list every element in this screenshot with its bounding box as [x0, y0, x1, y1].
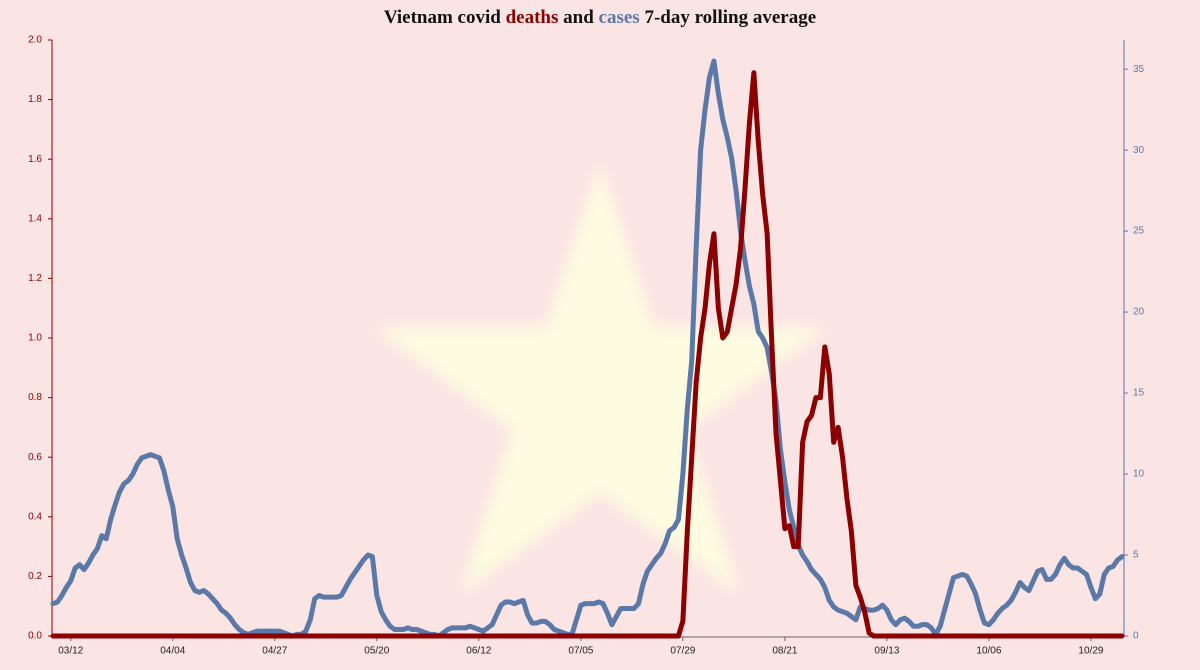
- y2-tick-label: 5: [1133, 550, 1139, 561]
- y-tick-label: 0.8: [28, 392, 42, 403]
- x-tick-label: 09/13: [874, 646, 899, 657]
- series-line: [50, 58, 1125, 639]
- y2-tick-label: 30: [1133, 145, 1145, 156]
- title-text: 7-day rolling average: [644, 7, 816, 28]
- y2-tick-label: 35: [1133, 64, 1145, 75]
- x-tick-label: 05/20: [364, 646, 389, 657]
- y2-tick-label: 10: [1133, 469, 1145, 480]
- y2-tick-label: 20: [1133, 307, 1145, 318]
- y2-tick-label: 0: [1133, 631, 1139, 642]
- y-tick-label: 0.2: [28, 571, 42, 582]
- x-tick-label: 04/27: [262, 646, 287, 657]
- x-tick-label: 10/06: [976, 646, 1001, 657]
- y-tick-label: 1.2: [28, 273, 42, 284]
- x-tick-label: 06/12: [466, 646, 491, 657]
- chart-title: Vietnam covid deaths and cases 7-day rol…: [384, 7, 816, 28]
- x-tick-label: 07/05: [568, 646, 593, 657]
- y-tick-label: 1.6: [28, 154, 42, 165]
- x-tick-label: 04/04: [160, 646, 185, 657]
- y-tick-label: 1.8: [28, 94, 42, 105]
- y-tick-label: 2.0: [28, 35, 42, 46]
- y-tick-label: 1.4: [28, 213, 42, 224]
- y-tick-label: 0.0: [28, 631, 42, 642]
- title-deaths: deaths: [506, 7, 559, 28]
- y-tick-label: 0.6: [28, 452, 42, 463]
- title-text: Vietnam covid: [384, 7, 501, 28]
- series-line: [50, 70, 1125, 639]
- y-tick-label: 1.0: [28, 333, 42, 344]
- title-text: and: [563, 7, 594, 28]
- y-tick-label: 0.4: [28, 511, 42, 522]
- y2-tick-label: 15: [1133, 388, 1145, 399]
- x-tick-label: 10/29: [1078, 646, 1103, 657]
- x-tick-label: 08/21: [772, 646, 797, 657]
- x-tick-label: 07/29: [670, 646, 695, 657]
- y2-tick-label: 25: [1133, 226, 1145, 237]
- flag-star: [372, 162, 828, 595]
- x-tick-label: 03/12: [58, 646, 83, 657]
- title-cases: cases: [599, 7, 640, 28]
